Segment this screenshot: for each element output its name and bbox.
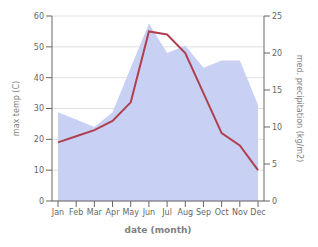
svg-text:May: May — [122, 208, 139, 217]
svg-text:Sep: Sep — [196, 208, 211, 217]
svg-text:Dec: Dec — [250, 208, 265, 217]
svg-text:25: 25 — [272, 12, 282, 21]
svg-text:0: 0 — [39, 197, 44, 206]
svg-text:50: 50 — [34, 43, 44, 52]
svg-text:10: 10 — [34, 166, 44, 175]
svg-text:0: 0 — [272, 197, 277, 206]
svg-text:5: 5 — [272, 160, 277, 169]
svg-text:Jul: Jul — [161, 208, 172, 217]
svg-text:20: 20 — [34, 135, 44, 144]
svg-text:60: 60 — [34, 12, 44, 21]
svg-text:30: 30 — [34, 104, 44, 113]
svg-text:Jan: Jan — [51, 208, 64, 217]
svg-text:date (month): date (month) — [125, 225, 192, 235]
svg-text:Mar: Mar — [87, 208, 103, 217]
svg-text:Oct: Oct — [215, 208, 229, 217]
svg-text:15: 15 — [272, 86, 282, 95]
svg-text:Nov: Nov — [232, 208, 248, 217]
svg-text:Feb: Feb — [69, 208, 83, 217]
svg-text:40: 40 — [34, 74, 44, 83]
svg-text:Jun: Jun — [142, 208, 156, 217]
svg-text:Apr: Apr — [106, 208, 121, 217]
svg-text:20: 20 — [272, 49, 282, 58]
svg-text:max temp (C): max temp (C) — [12, 81, 21, 136]
svg-text:10: 10 — [272, 123, 282, 132]
svg-text:med. precipitation (kg/m2): med. precipitation (kg/m2) — [295, 55, 304, 162]
svg-text:Aug: Aug — [177, 208, 193, 217]
